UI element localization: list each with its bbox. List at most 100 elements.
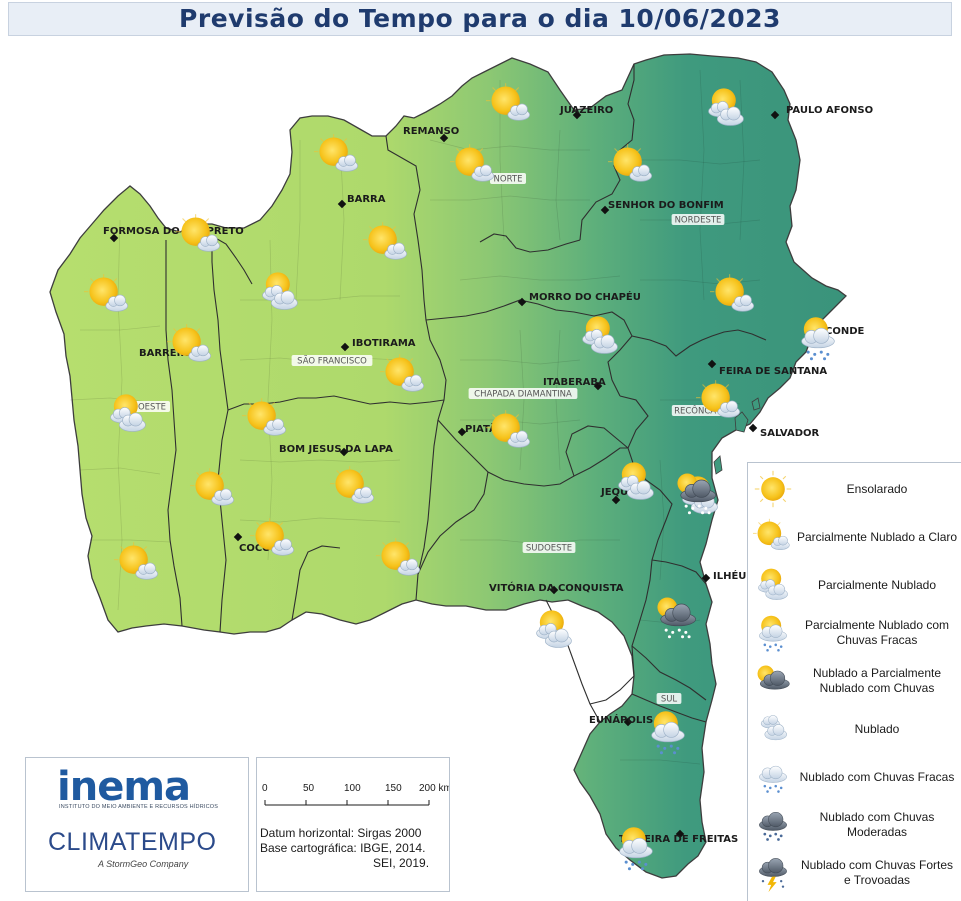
city-label: EUNÁPOLIS	[589, 713, 653, 726]
legend-label: Nublado com Chuvas Moderadas	[819, 810, 935, 839]
region-label-chapada-diamantina: CHAPADA DIAMANTINA	[474, 390, 572, 400]
city-barra: BARRA	[337, 194, 386, 209]
city-ibotirama: IBOTIRAMA	[340, 338, 416, 352]
city-formosa-do-rio-preto: FORMOSA DO RIO PRETO	[103, 226, 244, 243]
scale-tick-label: 50	[303, 783, 315, 794]
scale-tick-label: 150	[385, 783, 402, 794]
legend-item: Nublado	[748, 705, 961, 753]
city-marker-icon	[439, 133, 449, 143]
city-marker-icon	[337, 199, 347, 209]
legend-label: Nublado a Parcialmente Nublado com Chuva…	[812, 666, 942, 695]
city-label: PIATÃ	[465, 422, 497, 435]
base-value-2: SEI, 2019.	[373, 856, 430, 870]
base-label: Base cartográfica:	[260, 841, 357, 855]
legend-item: Nublado com Chuvas Fortes e Trovoadas	[748, 849, 961, 897]
partly-cloudy-icon	[536, 610, 572, 648]
region-label-background	[671, 214, 725, 225]
legend-label: Parcialmente Nublado	[817, 577, 937, 592]
city-marker-icon	[549, 585, 559, 595]
region-label-background	[468, 388, 578, 399]
city-marker-icon	[340, 342, 350, 352]
inema-logo: inema	[57, 764, 191, 810]
city-label: CONDE	[825, 326, 865, 337]
mostly-cloudy-rain-icon	[757, 665, 790, 701]
legend-item: Nublado a Parcialmente Nublado com Chuva…	[748, 657, 961, 705]
city-label: BARRA	[347, 194, 386, 205]
city-marker-icon	[611, 495, 621, 505]
city-marker-icon	[339, 447, 349, 457]
scale-box: 0 50 100 150 200 km Datum horizontal: Sirgas…	[256, 757, 450, 892]
city-label: ITABERABA	[543, 377, 606, 388]
legend: Ensolarado Parcialmente Nublado a Claro Pa…	[747, 462, 961, 901]
partly-cloudy-light-rain-icon	[801, 316, 835, 361]
cloudy-moderate-rain-icon	[758, 811, 788, 842]
legend-label: Ensolarado	[846, 481, 908, 496]
city-marker-icon	[748, 423, 758, 433]
cloudy-light-rain-icon	[758, 765, 788, 794]
climatempo-logo: CLIMATEMPO	[48, 828, 217, 856]
city-label: IBOTIRAMA	[352, 338, 416, 349]
region-label-nordeste: NORDESTE	[675, 216, 722, 226]
city-label: BARREIRAS	[139, 348, 203, 359]
city-salvador: SALVADOR	[748, 423, 820, 439]
city-marker-icon	[675, 829, 685, 839]
cloudy-icon	[760, 715, 787, 741]
city-label: SENHOR DO BONFIM	[608, 200, 724, 211]
partly-cloudy-light-rain-icon	[758, 615, 788, 653]
city-label: SALVADOR	[760, 428, 820, 439]
region-label-sudoeste: SUDOESTE	[526, 544, 572, 554]
city-feira-de-santana: FEIRA DE SANTANA	[707, 359, 827, 377]
city-piatã: PIATÃ	[457, 422, 497, 437]
legend-item: Nublado com Chuvas Fracas	[748, 753, 961, 801]
city-morro-do-chapéu: MORRO DO CHAPÉU	[517, 290, 641, 307]
city-label: JUAZEIRO	[559, 105, 613, 116]
scale-bar: 0 50 100 150 200 km	[262, 783, 449, 806]
city-itaberaba: ITABERABA	[543, 377, 606, 391]
datum-label: Datum horizontal:	[260, 826, 355, 840]
legend-item: Parcialmente Nublado a Claro	[748, 513, 961, 561]
city-marker-icon	[593, 381, 603, 391]
region-label-são-francisco: SÃO FRANCISCO	[297, 356, 367, 367]
legend-label: Nublado	[854, 721, 900, 736]
city-marker-icon	[701, 573, 711, 583]
city-label: MORRO DO CHAPÉU	[529, 290, 641, 303]
city-label: COCOS	[239, 543, 278, 554]
city-remanso: REMANSO	[403, 126, 459, 143]
inema-logo-subtitle: INSTITUTO DO MEIO AMBIENTE E RECURSOS HÍ…	[59, 804, 219, 810]
city-marker-icon	[109, 233, 119, 243]
legend-item: Parcialmente Nublado	[748, 561, 961, 609]
region-label-background	[291, 355, 373, 366]
city-markers: JUAZEIRO PAULO AFONSO REMANSO BARRA SENHOR D…	[103, 105, 873, 845]
legend-label: Nublado com Chuvas Fortes e Trovoadas	[800, 858, 954, 887]
city-bom-jesus-da-lapa: BOM JESUS DA LAPA	[279, 444, 393, 457]
scale-tick-label: 0	[262, 783, 268, 794]
partly-cloudy-clear-icon	[753, 518, 790, 551]
city-marker-icon	[623, 717, 633, 727]
legend-label: Parcialmente Nublado a Claro	[796, 529, 958, 544]
city-teixeira-de-freitas: TEIXEIRA DE FREITAS	[619, 829, 738, 845]
datum-text: Datum horizontal: Sirgas 2000 Base carto…	[260, 826, 429, 871]
stormgeo-tagline: A StormGeo Company	[98, 859, 189, 869]
legend-label: Parcialmente Nublado com Chuvas Fracas	[804, 618, 950, 647]
city-marker-icon	[707, 359, 717, 369]
city-label: BOM JESUS DA LAPA	[279, 444, 393, 455]
sunny-icon	[754, 470, 792, 508]
region-label-norte: NORTE	[494, 175, 523, 185]
base-value-1: IBGE, 2014.	[360, 841, 426, 855]
coastal-islands	[713, 397, 761, 475]
logo-box: inema INSTITUTO DO MEIO AMBIENTE E RECUR…	[25, 757, 249, 892]
city-label: ILHÉUS	[713, 569, 754, 582]
city-marker-icon	[457, 427, 467, 437]
legend-item: Ensolarado	[748, 465, 961, 513]
city-label: TEIXEIRA DE FREITAS	[619, 834, 738, 845]
city-marker-icon	[517, 297, 527, 307]
region-label-background	[522, 542, 576, 553]
city-label: FORMOSA DO RIO PRETO	[103, 226, 244, 237]
region-borders	[165, 64, 767, 723]
scale-tick-label: 200 km	[419, 783, 449, 794]
city-vitória-da-conquista: VITÓRIA DA CONQUISTA	[489, 581, 624, 595]
city-label: PAULO AFONSO	[786, 105, 873, 116]
city-label: REMANSO	[403, 126, 459, 137]
bahia-state-shape	[49, 53, 847, 879]
